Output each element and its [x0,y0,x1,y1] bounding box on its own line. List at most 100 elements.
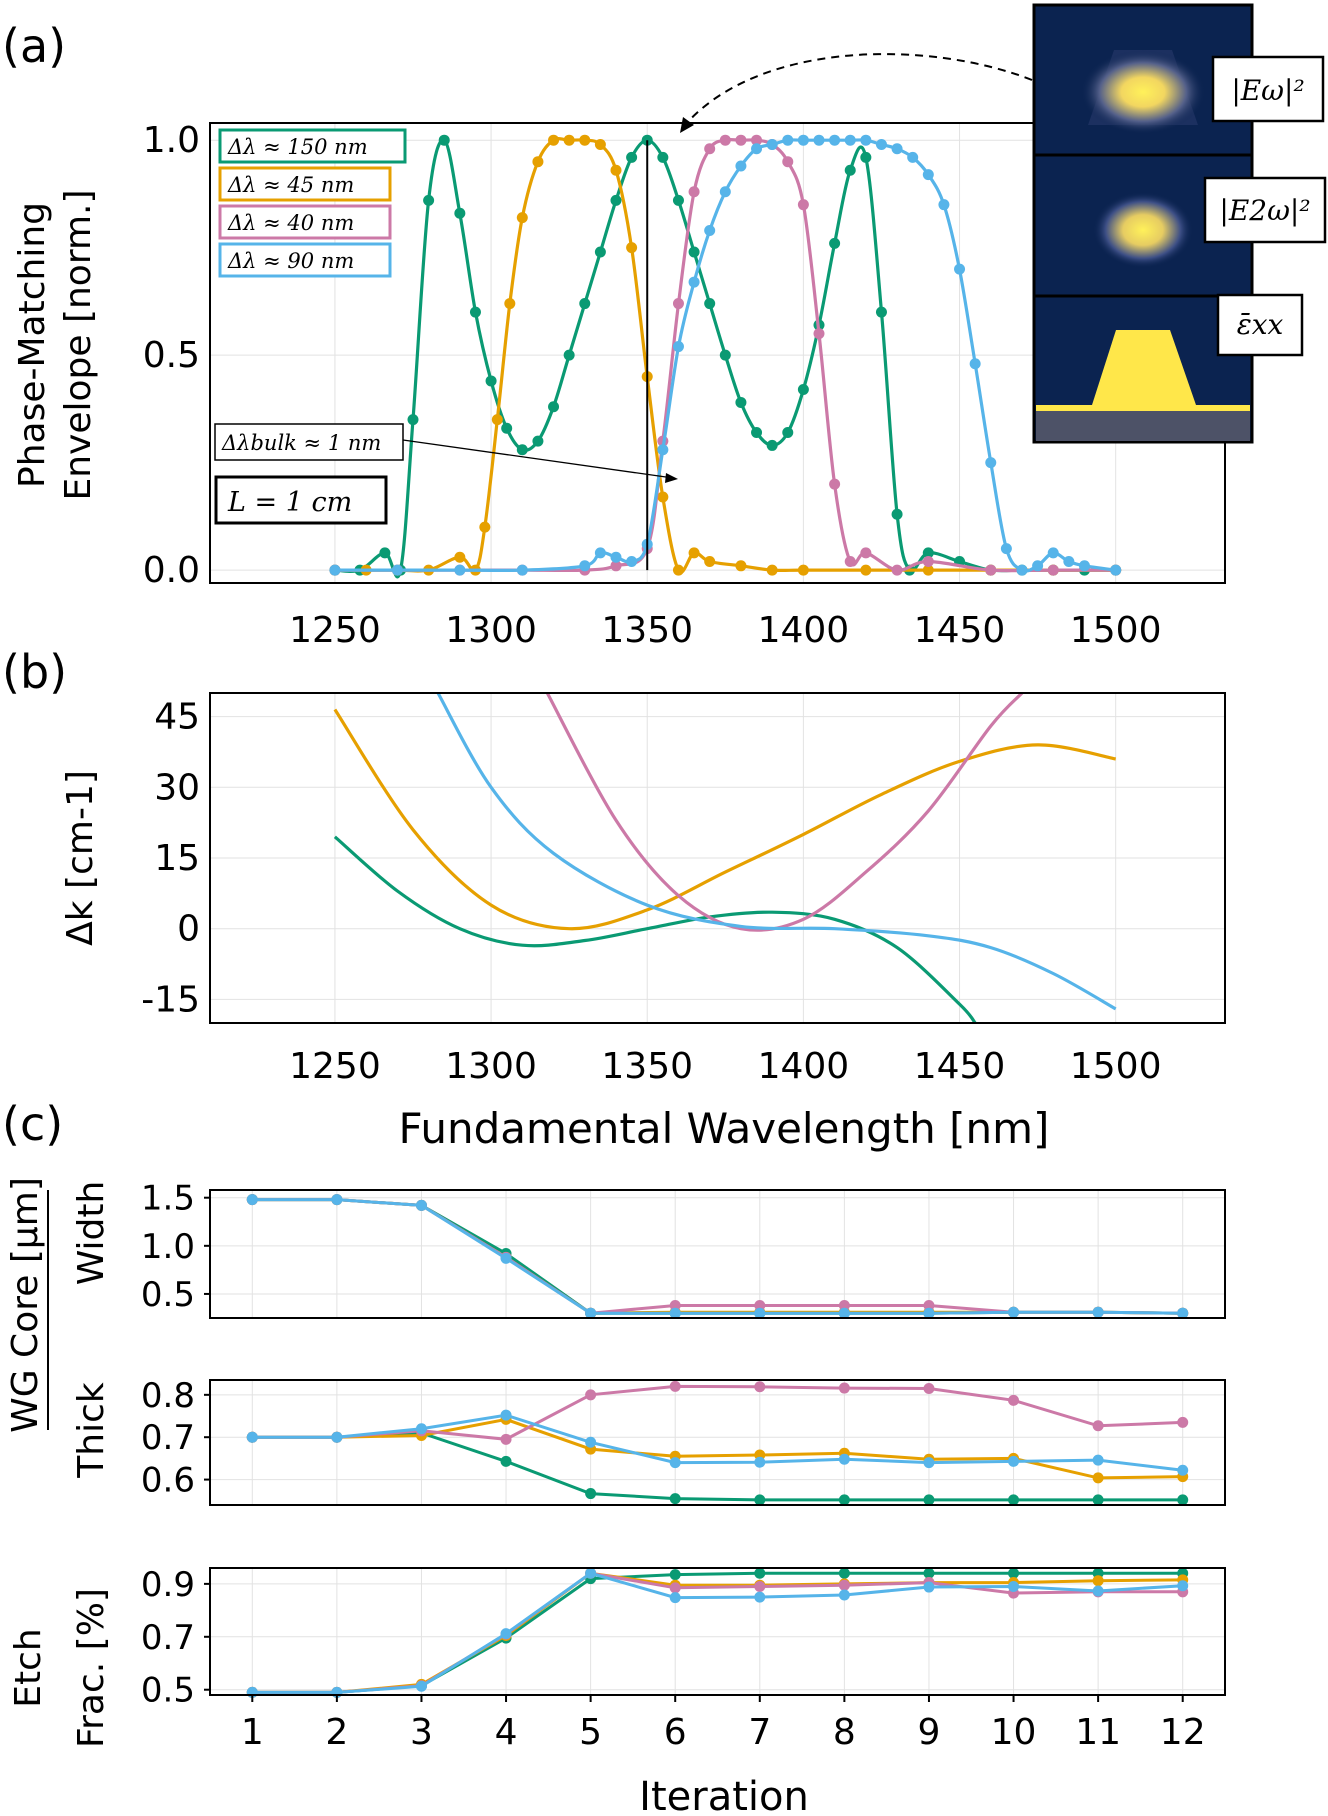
c-series-point-3 [754,1591,766,1603]
a-series-point-3 [657,444,669,456]
a-series-point-2 [797,199,809,211]
mode-profile-inset: |Eω|² |E2ω|² ε̄xx [1032,3,1327,444]
field2-label: |E2ω|² [1219,194,1310,227]
c-series-line-3 [252,1571,1183,1694]
a-series-point-1 [672,564,684,576]
c-series-point-2 [500,1433,512,1445]
a-series-point-1 [797,564,809,576]
c-ytick-label: 1.5 [141,1179,195,1219]
c-xtick-label: 2 [325,1712,348,1753]
a-xtick-label: 1400 [758,610,850,651]
panel-b-y-ticks: -15 0 15 30 45 [141,697,200,1021]
a-series-point-1 [922,564,934,576]
c-series-point-3 [585,1307,597,1319]
c-series-point-3 [754,1307,766,1319]
a-series-point-0 [563,349,575,361]
c-series-point-0 [838,1494,850,1506]
legend-entry-box [218,166,392,202]
c-series-point-3 [246,1194,258,1206]
a-series-point-3 [454,564,466,576]
c-xtick-label: 1 [241,1712,264,1753]
c-series-point-3 [1177,1580,1189,1592]
a-series-point-0 [844,164,856,176]
c-series-point-2 [669,1380,681,1392]
c-series-point-2 [669,1582,681,1594]
a-series-point-2 [735,134,747,146]
c-series-point-0 [754,1567,766,1579]
a-ytick-label: 0.0 [143,550,200,591]
field1-label: |Eω|² [1231,74,1304,107]
a-series-point-0 [657,151,669,163]
a-series-point-3 [813,134,825,146]
c-series-point-2 [838,1299,850,1311]
c-series-point-3 [1177,1464,1189,1476]
a-series-point-0 [407,414,419,426]
c-xtick-label: 10 [991,1712,1037,1753]
a-series-point-0 [423,194,435,206]
a-series-point-3 [1078,560,1090,572]
c-series-point-3 [585,1436,597,1448]
c-series-point-3 [838,1307,850,1319]
a-series-point-1 [860,564,872,576]
b-ytick-label: 45 [154,697,200,738]
c-series-point-3 [331,1431,343,1443]
mode-field-fundamental [1081,50,1205,134]
a-series-point-0 [594,246,606,258]
c-xtick-label: 11 [1075,1712,1121,1753]
a-series-point-3 [735,160,747,172]
panel-a-y-ticks: 0.0 0.5 1.0 [143,120,200,591]
c-series-point-3 [923,1457,935,1469]
c-series-line-1 [252,1198,1183,1315]
c-series-line-1 [252,1417,1183,1480]
c-series-point-3 [415,1680,427,1692]
c-ytick-label: 0.9 [141,1565,195,1605]
a-series-point-0 [875,306,887,318]
a-series-point-3 [594,547,606,559]
a-series-point-3 [1047,547,1059,559]
c-ytick-label: 0.7 [141,1418,195,1458]
a-series-point-3 [875,138,887,150]
c-ytick-label: 0.7 [141,1618,195,1658]
c-xtick-label: 8 [833,1712,856,1753]
a-series-point-3 [907,151,919,163]
b-ytick-label: 0 [177,909,200,950]
bulk-arrow-head [665,473,678,483]
a-series-point-2 [1047,564,1059,576]
c-series-point-3 [1092,1454,1104,1466]
a-series-point-1 [491,414,503,426]
panel-a-legend: Δλ ≈ 150 nm Δλ ≈ 45 nm Δλ ≈ 40 nm Δλ ≈ 90 n… [218,128,407,278]
c-series-point-0 [1008,1494,1020,1506]
a-series-point-0 [610,194,622,206]
waveguide-core-shape [1092,330,1196,405]
a-series-point-0 [548,401,560,413]
a-series-point-1 [766,564,778,576]
a-series-point-0 [485,375,497,387]
a-series-point-3 [891,143,903,155]
field2-label-box [1203,176,1327,244]
etch-ylabel-line1: Etch [8,1628,49,1707]
c-subplot-frame [209,1189,1226,1319]
c-ytick-label: 1.0 [141,1227,195,1267]
a-series-point-0 [704,298,716,310]
panel-a-ylabel-line1: Phase-Matching [12,202,53,488]
b-xtick-label: 1450 [914,1046,1006,1087]
a-series-point-3 [860,134,872,146]
c-series-point-3 [838,1453,850,1465]
c-series-point-3 [669,1307,681,1319]
length-label: L = 1 cm [227,487,352,518]
a-series-line-0 [334,138,1116,579]
a-series-point-0 [438,134,450,146]
panel-label-b: (b) [2,645,67,699]
b-ytick-label: 30 [154,767,200,808]
c-series-point-2 [669,1299,681,1311]
a-series-point-0 [379,547,391,559]
a-series-point-3 [782,134,794,146]
c-series-point-3 [500,1628,512,1640]
a-series-point-3 [391,564,403,576]
c-series-point-3 [923,1307,935,1319]
a-series-point-0 [719,349,731,361]
a-ytick-label: 0.5 [143,335,200,376]
c-series-point-0 [1008,1567,1020,1579]
thick-ylabel: Thick [71,1382,112,1479]
